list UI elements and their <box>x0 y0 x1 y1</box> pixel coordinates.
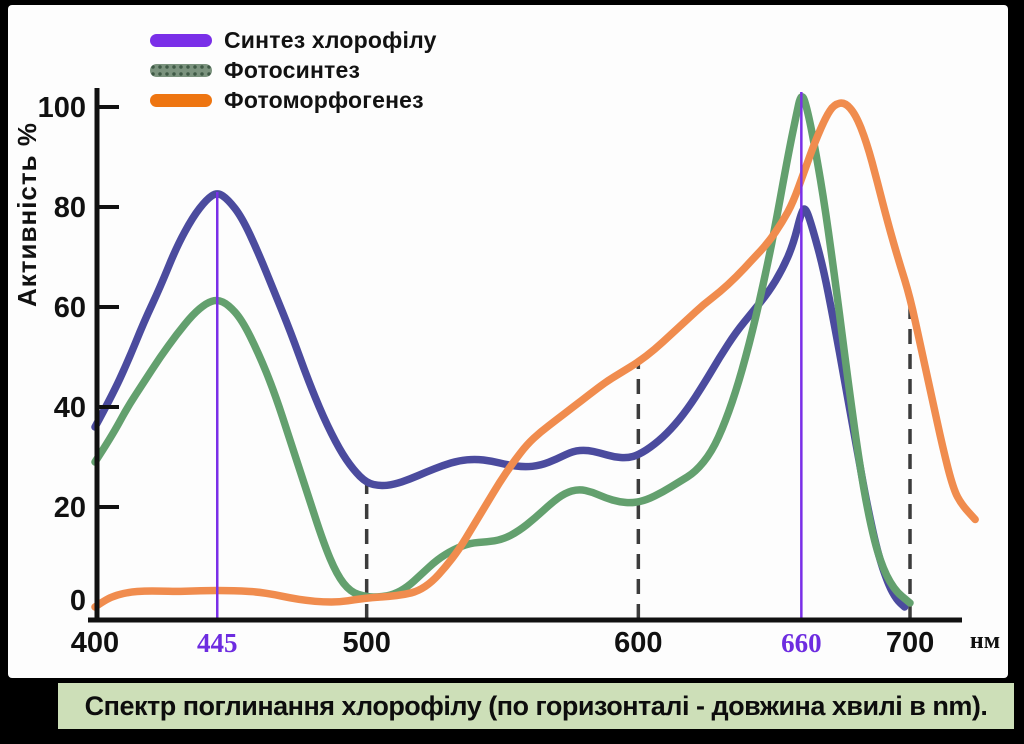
legend-swatch-photosynthesis-icon <box>150 63 212 77</box>
caption-box: Спектр поглинання хлорофілу (по горизонт… <box>58 683 1014 729</box>
y-tick-label-80: 80 <box>54 192 86 224</box>
legend-label: Фотосинтез <box>224 56 361 83</box>
marker-lines-dashed <box>364 297 912 619</box>
x-tick-label-700: 700 <box>886 627 934 659</box>
y-tick-label-0: 0 <box>70 585 86 617</box>
y-tick-label-60: 60 <box>54 292 86 324</box>
legend: Синтез хлорофілу Фотосинтез Фотоморфоген… <box>150 25 437 115</box>
tick-labels: 0 20 40 60 80 100 400 445 500 600 660 700 нм <box>38 92 1000 659</box>
legend-item-chlorophyll-synthesis: Синтез хлорофілу <box>150 25 437 55</box>
x-axis-unit-label: нм <box>970 628 1000 654</box>
y-tick-label-20: 20 <box>54 492 86 524</box>
legend-swatch-photomorphogenesis-icon <box>150 93 212 107</box>
y-tick-label-40: 40 <box>54 392 86 424</box>
legend-swatch-chlorophyll-synthesis-icon <box>150 33 212 47</box>
x-tick-label-600: 600 <box>614 627 662 659</box>
legend-item-photosynthesis: Фотосинтез <box>150 55 437 85</box>
marker-lines-solid <box>216 92 803 619</box>
y-axis-title: Активність % <box>12 122 42 308</box>
legend-label: Фотоморфогенез <box>224 86 424 113</box>
axes <box>88 88 962 623</box>
x-tick-label-445: 445 <box>197 628 238 658</box>
x-tick-label-500: 500 <box>342 627 390 659</box>
curve-photomorphogenesis <box>91 99 979 611</box>
y-tick-label-100: 100 <box>38 92 86 124</box>
legend-item-photomorphogenesis: Фотоморфогенез <box>150 85 437 115</box>
legend-label: Синтез хлорофілу <box>224 26 437 53</box>
caption-text: Спектр поглинання хлорофілу (по горизонт… <box>84 690 988 721</box>
x-tick-label-660: 660 <box>781 628 822 658</box>
curve-chlorophyll-synthesis <box>91 190 909 611</box>
curve-photosynthesis <box>91 92 914 607</box>
x-tick-label-400: 400 <box>71 627 119 659</box>
spectrum-curves <box>91 92 979 611</box>
